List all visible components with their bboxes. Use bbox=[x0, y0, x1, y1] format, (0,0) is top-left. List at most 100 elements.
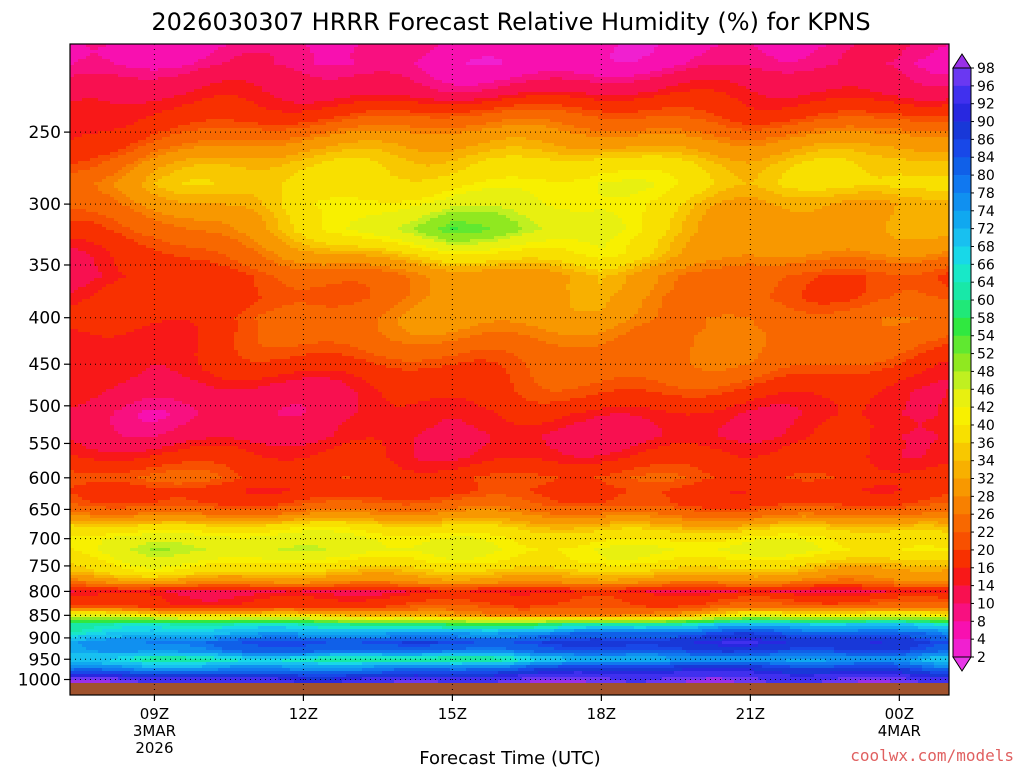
y-tick-label: 250 bbox=[29, 123, 61, 143]
x-tick-label: 18Z bbox=[587, 705, 616, 723]
colorbar-label: 74 bbox=[977, 204, 995, 220]
x-tick-label: 4MAR bbox=[878, 722, 921, 740]
y-tick-label: 950 bbox=[29, 650, 61, 670]
colorbar-band bbox=[953, 264, 971, 282]
x-axis-label: Forecast Time (UTC) bbox=[419, 748, 600, 768]
colorbar-label: 10 bbox=[977, 596, 995, 612]
ground-surface bbox=[70, 683, 949, 695]
x-tick-label: 00Z bbox=[885, 705, 914, 723]
colorbar-label: 54 bbox=[977, 329, 995, 345]
colorbar-band bbox=[953, 157, 971, 175]
colorbar-band bbox=[953, 139, 971, 157]
source-credit: coolwx.com/models bbox=[850, 746, 1014, 765]
colorbar-band bbox=[953, 122, 971, 140]
colorbar-label: 64 bbox=[977, 275, 995, 291]
y-tick-label: 800 bbox=[29, 582, 61, 602]
colorbar-label: 4 bbox=[977, 632, 986, 648]
colorbar-label: 34 bbox=[977, 454, 995, 470]
colorbar-label: 98 bbox=[977, 61, 995, 77]
colorbar-band bbox=[953, 621, 971, 639]
colorbar-label: 32 bbox=[977, 472, 995, 488]
colorbar-band bbox=[953, 496, 971, 514]
colorbar-band bbox=[953, 550, 971, 568]
colorbar-label: 86 bbox=[977, 132, 995, 148]
colorbar-band bbox=[953, 211, 971, 229]
colorbar-band bbox=[953, 193, 971, 211]
colorbar-label: 96 bbox=[977, 79, 995, 95]
colorbar-label: 78 bbox=[977, 186, 995, 202]
x-tick-label: 21Z bbox=[736, 705, 765, 723]
colorbar-label: 52 bbox=[977, 347, 995, 363]
y-tick-label: 1000 bbox=[18, 671, 61, 691]
colorbar-band bbox=[953, 354, 971, 372]
y-tick-label: 850 bbox=[29, 606, 61, 626]
colorbar-band bbox=[953, 532, 971, 550]
colorbar-label: 20 bbox=[977, 543, 995, 559]
colorbar-label: 48 bbox=[977, 364, 995, 380]
colorbar-band bbox=[953, 407, 971, 425]
colorbar-band bbox=[953, 282, 971, 300]
y-tick-label: 450 bbox=[29, 355, 61, 375]
colorbar-band bbox=[953, 371, 971, 389]
colorbar-band bbox=[953, 639, 971, 657]
y-tick-label: 650 bbox=[29, 500, 61, 520]
x-tick-label: 12Z bbox=[289, 705, 318, 723]
colorbar-band bbox=[953, 86, 971, 104]
colorbar-band bbox=[953, 104, 971, 122]
colorbar-label: 8 bbox=[977, 614, 986, 630]
colorbar-band bbox=[953, 425, 971, 443]
colorbar-band bbox=[953, 229, 971, 247]
colorbar-label: 40 bbox=[977, 418, 995, 434]
colorbar-band bbox=[953, 657, 971, 671]
y-tick-label: 550 bbox=[29, 434, 61, 454]
chart-title: 2026030307 HRRR Forecast Relative Humidi… bbox=[151, 8, 870, 36]
y-tick-label: 400 bbox=[29, 309, 61, 329]
y-tick-label: 600 bbox=[29, 469, 61, 489]
colorbar-label: 36 bbox=[977, 436, 995, 452]
colorbar-label: 92 bbox=[977, 97, 995, 113]
colorbar: 9896929086848078747268666460585452484642… bbox=[953, 54, 995, 671]
colorbar-band bbox=[953, 443, 971, 461]
colorbar-band bbox=[953, 389, 971, 407]
colorbar-band bbox=[953, 461, 971, 479]
x-tick-label: 3MAR bbox=[133, 722, 176, 740]
colorbar-band bbox=[953, 514, 971, 532]
colorbar-band bbox=[953, 300, 971, 318]
colorbar-label: 60 bbox=[977, 293, 995, 309]
colorbar-label: 42 bbox=[977, 400, 995, 416]
x-tick-label: 15Z bbox=[438, 705, 467, 723]
x-tick-label: 2026 bbox=[135, 739, 173, 757]
y-tick-label: 700 bbox=[29, 530, 61, 550]
colorbar-band bbox=[953, 318, 971, 336]
y-tick-label: 900 bbox=[29, 629, 61, 649]
y-tick-label: 300 bbox=[29, 195, 61, 215]
colorbar-label: 16 bbox=[977, 561, 995, 577]
colorbar-label: 2 bbox=[977, 650, 986, 666]
colorbar-label: 84 bbox=[977, 150, 995, 166]
colorbar-band bbox=[953, 568, 971, 586]
colorbar-label: 58 bbox=[977, 311, 995, 327]
colorbar-band bbox=[953, 175, 971, 193]
colorbar-band bbox=[953, 586, 971, 604]
y-tick-label: 350 bbox=[29, 256, 61, 276]
colorbar-band bbox=[953, 603, 971, 621]
colorbar-label: 14 bbox=[977, 579, 995, 595]
pressure-axis: 250 300 350 400 450 500 550 600 650 700 750 800 850 9… bbox=[18, 123, 70, 690]
colorbar-band bbox=[953, 68, 971, 86]
colorbar-label: 72 bbox=[977, 222, 995, 238]
colorbar-label: 80 bbox=[977, 168, 995, 184]
colorbar-label: 46 bbox=[977, 382, 995, 398]
x-tick-label: 09Z bbox=[140, 705, 169, 723]
colorbar-band bbox=[953, 336, 971, 354]
rh-field bbox=[70, 44, 951, 696]
colorbar-label: 90 bbox=[977, 115, 995, 131]
colorbar-label: 28 bbox=[977, 489, 995, 505]
y-tick-label: 750 bbox=[29, 557, 61, 577]
colorbar-label: 66 bbox=[977, 257, 995, 273]
colorbar-label: 22 bbox=[977, 525, 995, 541]
colorbar-band bbox=[953, 246, 971, 264]
colorbar-label: 26 bbox=[977, 507, 995, 523]
colorbar-band bbox=[953, 54, 971, 68]
y-tick-label: 500 bbox=[29, 397, 61, 417]
